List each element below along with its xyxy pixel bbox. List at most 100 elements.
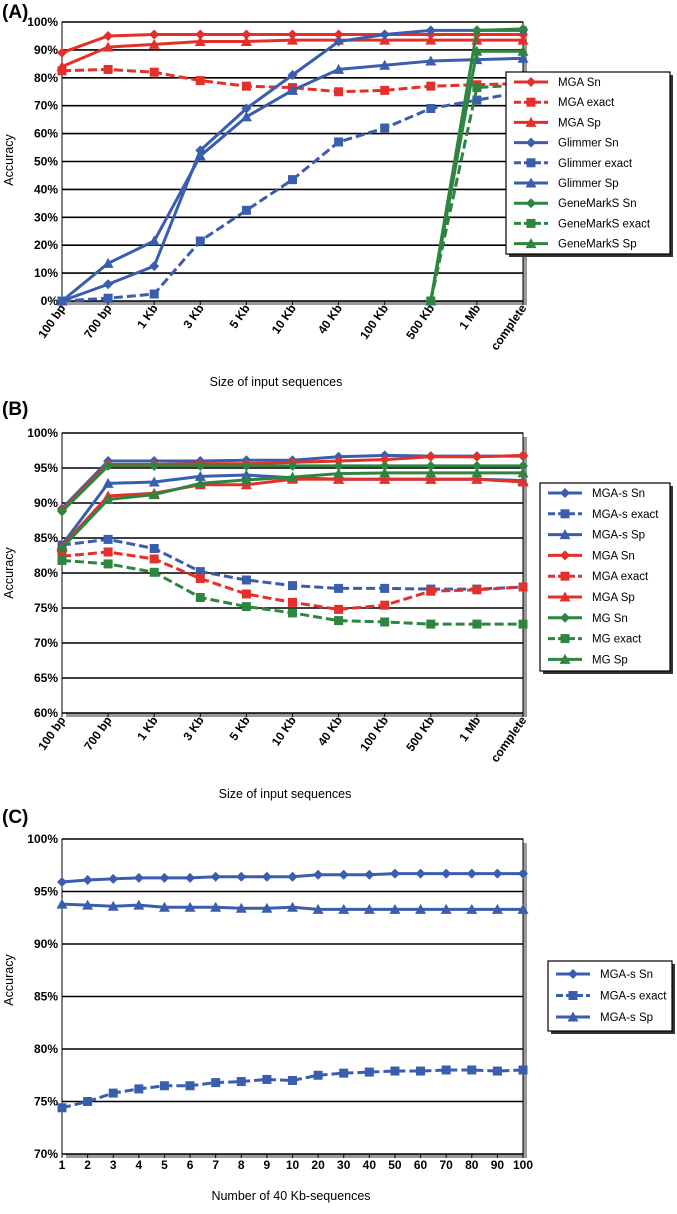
- legend-label-mga-sp: MGA Sp: [592, 592, 635, 604]
- chart-a-xtick-label: 500 Kb: [403, 302, 437, 342]
- legend-marker-genemarks-sn: [526, 198, 536, 209]
- data-point-glimmer-exact: [103, 293, 113, 303]
- data-point-mga-exact: [472, 585, 482, 595]
- data-point-mga-s-sn: [441, 868, 452, 879]
- chart-c-xtick-label: 10: [286, 1158, 300, 1172]
- panel-b: (B) Accuracy Size of input sequences 60%…: [0, 395, 677, 805]
- data-point-mga-s-sn: [261, 871, 272, 882]
- data-point-mga-sn: [103, 30, 114, 41]
- data-point-mga-exact: [426, 81, 436, 91]
- legend-label-mga-exact: MGA exact: [558, 97, 615, 109]
- data-point-genemarks-sp: [471, 45, 483, 56]
- series-line-mga-exact: [61, 67, 524, 94]
- chart-c-xtick-label: 2: [84, 1158, 91, 1172]
- data-point-genemarks-sp: [517, 45, 529, 56]
- panel-c-label: (C): [2, 807, 28, 828]
- data-point-mga-s-exact: [467, 1065, 477, 1075]
- legend-marker-mga-s-exact: [560, 509, 570, 519]
- legend-marker-mga-exact: [560, 571, 570, 581]
- data-point-mga-s-exact: [416, 1066, 426, 1076]
- chart-a-ytick-label: 20%: [34, 238, 58, 252]
- chart-c-ytick-label: 75%: [34, 1095, 58, 1109]
- legend-marker-mga-s-exact: [568, 991, 578, 1000]
- data-point-mga-s-sp: [466, 903, 478, 914]
- data-point-mga-sp: [194, 36, 206, 47]
- data-point-mga-s-sn: [492, 868, 503, 879]
- chart-c-ytick-label: 85%: [34, 990, 58, 1004]
- data-point-mg-exact: [426, 619, 436, 629]
- data-point-mga-s-sp: [338, 903, 350, 914]
- data-point-mg-sp: [240, 474, 252, 485]
- chart-c-xtick-label: 60: [414, 1158, 428, 1172]
- data-point-glimmer-exact: [380, 123, 390, 133]
- data-point-mga-exact: [241, 81, 251, 91]
- chart-b-xtick-label: complete: [488, 713, 530, 764]
- data-point-genemarks-exact: [472, 83, 482, 93]
- legend-marker-mga-s-sp: [567, 1011, 579, 1022]
- data-point-mga-exact: [149, 554, 159, 564]
- legend-label-mga-s-exact: MGA-s exact: [600, 991, 667, 1003]
- data-point-mga-s-sp: [82, 899, 94, 910]
- chart-c-xtick-label: 5: [161, 1158, 168, 1172]
- data-point-mga-sp: [471, 473, 483, 484]
- data-point-glimmer-sp: [287, 84, 298, 95]
- chart-c-xtick-label: 50: [388, 1158, 402, 1172]
- data-point-glimmer-sn: [379, 29, 390, 40]
- data-point-mga-exact: [149, 67, 159, 77]
- data-point-mg-sp: [194, 477, 206, 488]
- chart-b-ytick-label: 60%: [34, 706, 58, 720]
- data-point-glimmer-exact: [195, 236, 205, 246]
- data-point-mga-s-exact: [195, 567, 205, 577]
- data-point-mga-s-exact: [185, 1081, 195, 1091]
- chart-a-xtick-label: 40 Kb: [315, 302, 345, 337]
- data-point-mga-s-sn: [338, 869, 349, 880]
- data-point-mga-s-exact: [83, 1097, 93, 1106]
- data-point-mga-s-sp: [107, 900, 119, 911]
- data-point-mga-s-sn: [466, 868, 477, 879]
- chart-b-ytick-label: 85%: [34, 531, 58, 545]
- data-point-mg-sp: [379, 467, 391, 478]
- chart-a-xtick-label: 1 Mb: [456, 302, 483, 332]
- chart-b-ytick-label: 90%: [34, 496, 58, 510]
- legend-label-glimmer-sn: Glimmer Sn: [558, 138, 619, 150]
- data-point-mga-sn: [333, 29, 344, 40]
- data-point-mga-sp: [425, 473, 437, 484]
- data-point-mga-s-sp: [210, 901, 222, 912]
- data-point-mga-sn: [149, 29, 160, 40]
- legend-marker-mg-sp: [559, 653, 571, 664]
- chart-b-ytick-label: 70%: [34, 636, 58, 650]
- data-point-mga-exact: [334, 604, 344, 614]
- data-point-mga-s-exact: [211, 1078, 221, 1088]
- panel-a: (A) Accuracy Size of input sequences 0% 1…: [0, 0, 677, 395]
- legend-marker-mga-sn: [560, 550, 570, 561]
- data-point-mg-sp: [517, 467, 529, 478]
- data-point-mga-sn: [425, 451, 436, 462]
- chart-c-xtick-label: 90: [491, 1158, 505, 1172]
- legend-label-mga-s-sp: MGA-s Sp: [600, 1012, 653, 1024]
- data-point-mga-s-sp: [158, 901, 170, 912]
- chart-c-xtick-label: 4: [135, 1158, 142, 1172]
- data-point-mga-exact: [518, 582, 528, 592]
- data-point-mg-exact: [518, 619, 528, 629]
- chart-a-xtick-label: 3 Kb: [180, 302, 206, 331]
- data-point-glimmer-exact: [149, 289, 159, 299]
- data-point-mg-sn: [471, 460, 482, 471]
- chart-a-ytick-label: 40%: [34, 182, 58, 196]
- data-point-mga-s-sp: [133, 899, 145, 910]
- chart-c-xlabel: Number of 40 Kb-sequences: [211, 1189, 370, 1203]
- data-point-mga-s-sp: [440, 903, 452, 914]
- data-point-mga-exact: [103, 64, 113, 74]
- data-point-mg-exact: [334, 616, 344, 626]
- data-point-mga-s-sn: [364, 869, 375, 880]
- chart-c-xtick-label: 20: [311, 1158, 325, 1172]
- data-point-mga-s-sp: [261, 902, 273, 913]
- data-point-mga-sn: [241, 29, 252, 40]
- data-point-genemarks-sp: [425, 295, 437, 306]
- chart-c-xtick-label: 1: [59, 1158, 66, 1172]
- data-point-mga-s-sn: [210, 871, 221, 882]
- data-point-glimmer-sn: [333, 36, 344, 47]
- data-point-glimmer-sp: [148, 235, 160, 246]
- data-point-mga-s-sp: [184, 901, 196, 912]
- data-point-mga-sp: [379, 34, 391, 45]
- chart-c-xtick-label: 30: [337, 1158, 351, 1172]
